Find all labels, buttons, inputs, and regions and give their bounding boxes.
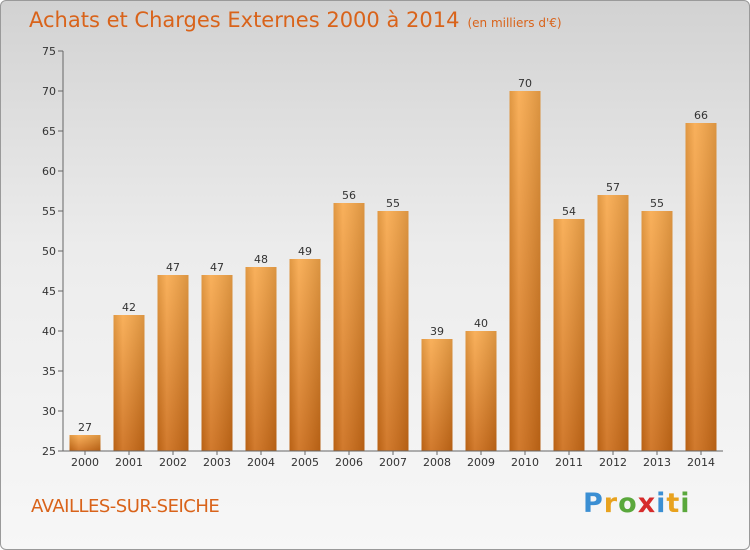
y-tick-label: 45 — [42, 285, 56, 298]
logo-letter: x — [637, 488, 657, 519]
city-name: AVAILLES-SUR-SEICHE — [31, 496, 220, 517]
x-tick-label: 2013 — [643, 456, 671, 469]
bar-value-label: 55 — [650, 197, 664, 210]
y-tick-label: 30 — [42, 405, 56, 418]
x-tick-label: 2010 — [511, 456, 539, 469]
logo-letter: r — [603, 488, 619, 519]
bar-shading — [201, 275, 233, 451]
x-tick-label: 2007 — [379, 456, 407, 469]
bar-value-label: 42 — [122, 301, 136, 314]
bar-value-label: 57 — [606, 181, 620, 194]
bar-shading — [289, 259, 321, 451]
bars-group: 27 42 47 47 48 49 56 55 39 40 70 54 57 55 66 — [69, 77, 717, 451]
bar-value-label: 70 — [518, 77, 532, 90]
bar-shading — [377, 211, 409, 451]
bar-value-label: 48 — [254, 253, 268, 266]
bar-shading — [245, 267, 277, 451]
bar-shading — [553, 219, 585, 451]
chart-unit: (en milliers d'€) — [467, 16, 562, 30]
bar-shading — [69, 435, 101, 451]
x-tick-label: 2002 — [159, 456, 187, 469]
chart-title-text: Achats et Charges Externes 2000 à 2014 — [29, 8, 460, 32]
bar-shading — [465, 331, 497, 451]
bar-shading — [685, 123, 717, 451]
x-tick-label: 2001 — [115, 456, 143, 469]
y-tick-label: 55 — [42, 205, 56, 218]
bar-shading — [641, 211, 673, 451]
bar-value-label: 55 — [386, 197, 400, 210]
x-tick-label: 2005 — [291, 456, 319, 469]
logo-letter: t — [666, 488, 681, 519]
logo-letter: i — [656, 488, 667, 519]
bar-shading — [113, 315, 145, 451]
bar-value-label: 40 — [474, 317, 488, 330]
bar-value-label: 49 — [298, 245, 312, 258]
y-tick-label: 75 — [42, 45, 56, 58]
y-tick-label: 60 — [42, 165, 56, 178]
bar-shading — [421, 339, 453, 451]
x-tick-label: 2011 — [555, 456, 583, 469]
y-tick-label: 25 — [42, 445, 56, 458]
x-tick-label: 2003 — [203, 456, 231, 469]
y-tick-label: 65 — [42, 125, 56, 138]
y-tick-label: 40 — [42, 325, 56, 338]
bar-shading — [509, 91, 541, 451]
bar-value-label: 39 — [430, 325, 444, 338]
logo-letter: i — [680, 488, 691, 519]
logo-letter: o — [618, 488, 638, 519]
x-tick-label: 2000 — [71, 456, 99, 469]
bar-value-label: 56 — [342, 189, 356, 202]
x-tick-label: 2014 — [687, 456, 715, 469]
x-tick-label: 2004 — [247, 456, 275, 469]
logo-letter: P — [583, 488, 604, 519]
y-tick-label: 70 — [42, 85, 56, 98]
x-tick-label: 2006 — [335, 456, 363, 469]
y-tick-label: 35 — [42, 365, 56, 378]
bar-shading — [597, 195, 629, 451]
bar-shading — [157, 275, 189, 451]
bar-shading — [333, 203, 365, 451]
y-tick-label: 50 — [42, 245, 56, 258]
x-tick-label: 2012 — [599, 456, 627, 469]
bar-value-label: 47 — [210, 261, 224, 274]
bar-value-label: 66 — [694, 109, 708, 122]
bar-value-label: 47 — [166, 261, 180, 274]
chart-title: Achats et Charges Externes 2000 à 2014 (e… — [29, 8, 562, 32]
y-axis-ticks: 25 30 35 40 45 50 55 60 65 70 75 — [42, 45, 63, 458]
proxiti-logo: Proxiti — [583, 488, 691, 519]
bar-value-label: 54 — [562, 205, 576, 218]
bar-value-label: 27 — [78, 421, 92, 434]
x-axis-labels: 2000 2001 2002 2003 2004 2005 2006 2007 2008 2009… — [71, 451, 715, 469]
x-tick-label: 2008 — [423, 456, 451, 469]
x-tick-label: 2009 — [467, 456, 495, 469]
